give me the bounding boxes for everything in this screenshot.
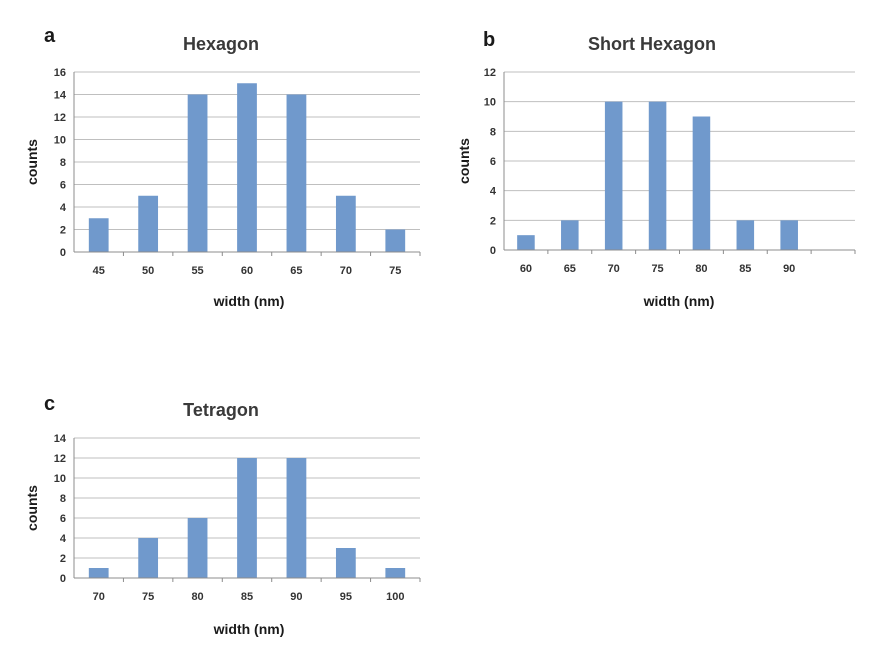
bar <box>187 94 208 252</box>
x-tick-label: 65 <box>290 265 302 277</box>
y-tick-label: 2 <box>490 215 496 227</box>
y-tick-label: 12 <box>54 453 66 465</box>
y-tick-label: 14 <box>54 90 67 102</box>
bar <box>88 218 109 252</box>
y-axis-label: counts <box>24 139 40 185</box>
x-axis-label: width (nm) <box>643 293 715 309</box>
bar <box>187 518 208 578</box>
y-tick-label: 2 <box>60 225 66 237</box>
y-tick-label: 6 <box>60 180 66 192</box>
x-tick-label: 75 <box>389 265 401 277</box>
y-tick-label: 0 <box>60 573 66 585</box>
x-tick-label: 85 <box>241 591 253 603</box>
y-tick-label: 12 <box>484 67 496 79</box>
x-tick-label: 75 <box>651 263 663 275</box>
bar <box>604 101 623 251</box>
bar <box>237 83 257 252</box>
y-axis-label: counts <box>24 485 40 531</box>
bar <box>138 538 159 578</box>
y-axis-label: counts <box>456 138 472 184</box>
x-axis-label: width (nm) <box>213 293 285 309</box>
y-tick-label: 6 <box>490 156 496 168</box>
bar <box>561 220 579 250</box>
bar <box>88 568 109 578</box>
bar <box>780 220 798 250</box>
x-tick-label: 60 <box>241 265 253 277</box>
bar <box>335 548 356 578</box>
bar <box>517 235 535 250</box>
x-tick-label: 70 <box>93 591 105 603</box>
chart-title: Tetragon <box>183 400 259 420</box>
bar <box>385 229 406 252</box>
x-tick-label: 100 <box>386 591 404 603</box>
x-tick-label: 80 <box>695 263 707 275</box>
x-tick-label: 60 <box>520 263 532 275</box>
y-tick-label: 4 <box>60 202 67 214</box>
y-tick-label: 10 <box>484 97 496 109</box>
y-tick-label: 0 <box>60 247 66 259</box>
x-tick-label: 80 <box>191 591 203 603</box>
bar <box>335 195 356 252</box>
bar <box>237 458 257 578</box>
bar <box>736 220 755 250</box>
y-tick-label: 4 <box>60 533 67 545</box>
chart-panel-a: a Hexagon counts width (nm) 0 2 4 6 8 10 12 14 1… <box>24 25 421 309</box>
x-tick-label: 90 <box>290 591 302 603</box>
bar <box>385 568 406 578</box>
x-tick-label: 70 <box>608 263 620 275</box>
x-tick-label: 70 <box>340 265 352 277</box>
x-tick-label: 95 <box>340 591 352 603</box>
x-tick-label: 90 <box>783 263 795 275</box>
bar <box>286 94 307 252</box>
bar <box>286 458 307 578</box>
y-tick-label: 8 <box>490 126 496 138</box>
y-tick-label: 10 <box>54 473 66 485</box>
panel-letter: c <box>44 393 55 415</box>
plot-area: 0 2 4 6 8 10 12 60 65 70 75 80 85 90 <box>484 67 856 275</box>
y-tick-label: 12 <box>54 112 66 124</box>
panel-letter: b <box>483 29 495 51</box>
y-tick-label: 2 <box>60 553 66 565</box>
y-tick-label: 8 <box>60 157 66 169</box>
x-tick-label: 50 <box>142 265 154 277</box>
x-tick-label: 55 <box>191 265 203 277</box>
x-tick-label: 85 <box>739 263 751 275</box>
y-tick-label: 16 <box>54 67 66 79</box>
bar <box>692 116 711 250</box>
chart-title: Short Hexagon <box>588 34 716 54</box>
chart-panel-b: b Short Hexagon counts width (nm) 0 2 4 6 8 1… <box>456 29 856 309</box>
y-tick-label: 10 <box>54 135 66 147</box>
bar <box>648 101 667 251</box>
bar <box>138 195 159 252</box>
x-axis-label: width (nm) <box>213 621 285 637</box>
x-tick-label: 45 <box>93 265 105 277</box>
plot-area: 0 2 4 6 8 10 12 14 70 75 80 85 90 95 100 <box>54 433 421 603</box>
y-tick-label: 14 <box>54 433 67 445</box>
plot-area: 0 2 4 6 8 10 12 14 16 45 50 55 60 65 70 75 <box>54 67 421 277</box>
x-tick-label: 65 <box>564 263 576 275</box>
y-tick-label: 0 <box>490 245 496 257</box>
chart-panel-c: c Tetragon counts width (nm) 0 2 4 6 8 10 12 14… <box>24 393 421 637</box>
x-tick-label: 75 <box>142 591 154 603</box>
panel-letter: a <box>44 25 56 47</box>
y-tick-label: 4 <box>490 186 497 198</box>
y-tick-label: 6 <box>60 513 66 525</box>
y-tick-label: 8 <box>60 493 66 505</box>
chart-title: Hexagon <box>183 34 259 54</box>
